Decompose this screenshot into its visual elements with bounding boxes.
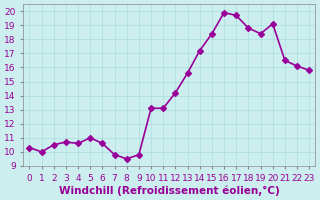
X-axis label: Windchill (Refroidissement éolien,°C): Windchill (Refroidissement éolien,°C) (59, 185, 280, 196)
